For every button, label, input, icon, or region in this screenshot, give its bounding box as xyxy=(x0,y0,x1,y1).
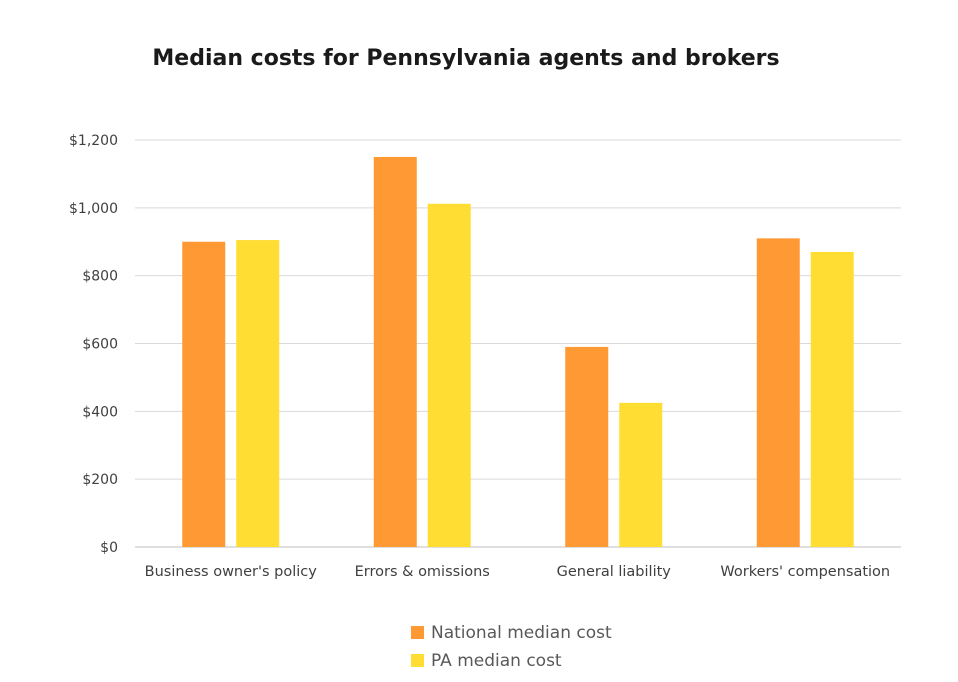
bars xyxy=(182,156,854,548)
legend-label: PA median cost xyxy=(431,651,562,671)
bar-pa xyxy=(427,203,471,547)
y-tick-label: $1,200 xyxy=(69,133,118,149)
bar-pa xyxy=(619,402,663,547)
legend: National median cost PA median cost xyxy=(411,623,612,671)
y-tick-label: $800 xyxy=(82,269,118,285)
y-axis-ticks: $0 $200 $400 $600 $800 $1,000 $1,200 xyxy=(69,133,118,556)
bar-national xyxy=(182,241,226,547)
x-tick-label: General liability xyxy=(557,564,672,580)
y-tick-label: $400 xyxy=(82,404,118,420)
y-tick-label: $0 xyxy=(100,540,118,556)
x-tick-label: Business owner's policy xyxy=(145,564,318,580)
bar-national xyxy=(565,346,609,547)
legend-label: National median cost xyxy=(431,623,612,643)
bar-national xyxy=(756,238,800,547)
legend-swatch xyxy=(411,654,424,667)
bar-pa xyxy=(236,240,280,547)
x-tick-label: Errors & omissions xyxy=(355,564,490,580)
bar-national xyxy=(373,156,417,548)
bar-pa xyxy=(810,251,854,548)
chart-title: Median costs for Pennsylvania agents and… xyxy=(152,46,779,71)
legend-swatch xyxy=(411,626,424,639)
x-axis-ticks: Business owner's policy Errors & omission… xyxy=(145,564,890,580)
y-tick-label: $1,000 xyxy=(69,201,118,217)
x-tick-label: Workers' compensation xyxy=(720,564,890,580)
y-tick-label: $600 xyxy=(82,337,118,353)
y-tick-label: $200 xyxy=(82,472,118,488)
